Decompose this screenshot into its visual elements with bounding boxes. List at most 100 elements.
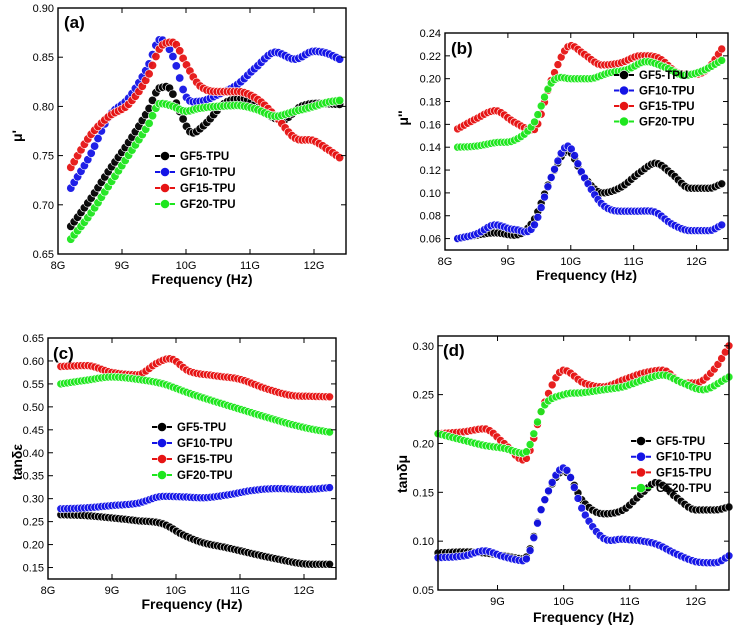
data-point: [325, 392, 334, 402]
data-point: [540, 495, 550, 505]
legend-item: GF10-TPU: [614, 86, 695, 98]
legend-item: GF10-TPU: [152, 438, 233, 450]
chart-panel-d: 9G 10G 11G 12G 0.05 0.10 0.15 0.20 0.25 0.30 Frequ…: [394, 335, 734, 625]
legend-item: GF15-TPU: [614, 101, 695, 113]
legend-marker: [636, 483, 646, 493]
legend-marker: [160, 183, 170, 193]
data-point: [569, 483, 579, 492]
x-tick-label: 12G: [686, 256, 707, 268]
legend-item: GF20-TPU: [155, 199, 236, 211]
data-point: [536, 203, 546, 212]
legend-marker: [619, 116, 629, 127]
data-point: [325, 559, 334, 569]
chart-panel-c: 8G 9G 10G 11G 12G 0.15 0.20 0.25 0.30 0.35 0.40 0.4…: [9, 333, 337, 612]
data-point: [573, 494, 583, 503]
series-gf10-tpu: [453, 141, 727, 243]
data-point: [525, 546, 535, 555]
data-point: [335, 96, 345, 106]
y-tick-label: 0.30: [413, 341, 434, 353]
legend-marker: [157, 470, 167, 480]
plot-frame: [437, 335, 730, 591]
y-tick-label: 0.10: [420, 188, 441, 200]
series-gf10-tpu: [433, 463, 734, 568]
legend-label: GF20-TPU: [180, 199, 236, 211]
y-tick-label: 0.05: [413, 585, 434, 597]
legend-marker: [636, 451, 646, 462]
data-point: [325, 427, 334, 437]
legend: GF5-TPU GF10-TPU GF15-TPU GF20-TPU: [155, 151, 236, 211]
legend-marker: [636, 467, 646, 478]
legend-label: GF5-TPU: [180, 151, 229, 163]
legend-label: GF10-TPU: [180, 167, 236, 179]
data-point: [335, 54, 345, 64]
y-tick-label: 0.24: [420, 28, 441, 40]
y-tick-label: 0.15: [23, 563, 44, 575]
legend-label: GF10-TPU: [656, 452, 712, 464]
plot-frame: [444, 32, 729, 251]
legend-label: GF5-TPU: [639, 70, 688, 82]
legend-item: GF20-TPU: [614, 117, 695, 129]
y-tick-label: 0.65: [23, 333, 44, 345]
y-tick-label: 0.16: [420, 119, 441, 131]
legend-label: GF15-TPU: [639, 101, 695, 113]
data-point: [335, 153, 345, 163]
data-point: [144, 69, 154, 79]
y-axis-label: tanδμ: [394, 455, 410, 493]
x-axis-label: Frequency (Hz): [536, 267, 637, 283]
data-point: [543, 182, 553, 191]
panel-label: (a): [64, 13, 85, 32]
legend-item: GF5-TPU: [152, 422, 226, 434]
data-point: [717, 354, 726, 363]
legend-marker: [160, 199, 170, 209]
data-point: [90, 141, 100, 151]
y-tick-label: 0.75: [33, 151, 54, 163]
series-gf5-tpu: [56, 510, 334, 569]
data-point: [550, 165, 559, 174]
data-point: [533, 110, 543, 119]
legend-label: GF20-TPU: [656, 483, 712, 495]
x-tick-label: 9G: [115, 260, 130, 272]
legend-marker: [157, 422, 167, 432]
legend-label: GF15-TPU: [180, 183, 236, 195]
legend-marker: [157, 438, 167, 448]
y-tick-label: 0.14: [420, 142, 441, 154]
y-tick-label: 0.25: [23, 517, 44, 529]
legend-marker: [619, 85, 629, 96]
legend-marker: [619, 101, 629, 111]
y-tick-label: 0.60: [23, 356, 44, 368]
legend-label: GF10-TPU: [177, 438, 233, 450]
y-tick-label: 0.20: [413, 438, 434, 450]
data-point: [148, 111, 158, 121]
x-tick-label: 9G: [490, 596, 505, 608]
legend-item: GF15-TPU: [152, 454, 233, 466]
y-tick-label: 0.08: [420, 211, 441, 223]
x-tick-label: 8G: [438, 256, 453, 268]
x-tick-label: 10G: [553, 596, 574, 608]
legend: GF5-TPU GF10-TPU GF15-TPU GF20-TPU: [152, 422, 233, 482]
y-tick-label: 0.85: [33, 52, 54, 64]
series-gf20-tpu: [433, 370, 734, 458]
data-point: [717, 44, 727, 54]
x-tick-label: 11G: [230, 585, 250, 597]
data-point: [553, 60, 563, 69]
x-axis-label: Frequency (Hz): [141, 596, 242, 612]
data-point: [540, 192, 549, 202]
legend-marker: [160, 151, 170, 161]
y-tick-label: 0.65: [33, 249, 54, 261]
data-point: [522, 447, 531, 457]
x-tick-label: 12G: [304, 260, 325, 272]
data-point: [175, 46, 185, 56]
y-tick-label: 0.50: [23, 402, 44, 414]
x-tick-label: 8G: [41, 585, 56, 597]
y-tick-label: 0.18: [420, 97, 441, 109]
data-point: [529, 429, 539, 439]
x-tick-label: 10G: [166, 585, 187, 597]
y-tick-label: 0.20: [23, 540, 44, 552]
legend-marker: [160, 167, 170, 177]
chart-panel-b: 8G 9G 10G 11G 12G 0.06 0.08 0.10 0.12 0.14 0.16 0.1…: [395, 28, 729, 283]
legend-label: GF15-TPU: [177, 454, 233, 466]
data-point: [544, 486, 553, 496]
x-tick-label: 11G: [620, 596, 640, 608]
legend-item: GF15-TPU: [155, 183, 236, 195]
x-tick-label: 9G: [501, 256, 516, 268]
